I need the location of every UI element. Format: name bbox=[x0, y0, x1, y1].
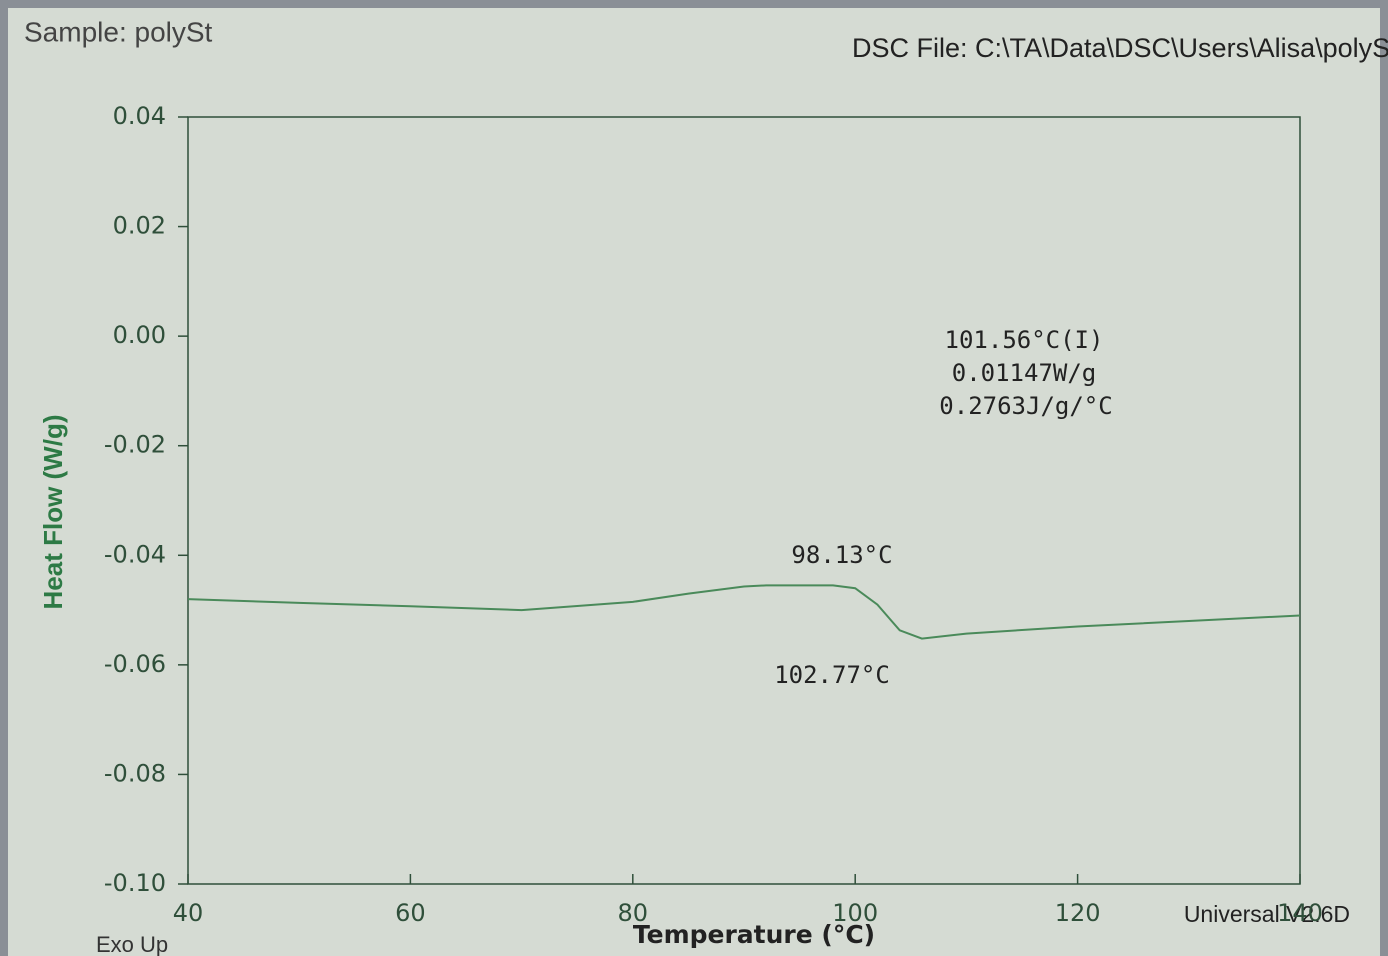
x-tick-label: 100 bbox=[832, 899, 878, 927]
y-tick-label: 0.02 bbox=[113, 212, 166, 240]
annotation: 102.77°C bbox=[774, 661, 890, 689]
chart-subtitle: DSC File: C:\TA\Data\DSC\Users\Alisa\pol… bbox=[852, 33, 1388, 63]
annotation: 0.01147W/g bbox=[952, 359, 1097, 387]
annotation: 0.2763J/g/°C bbox=[939, 392, 1112, 420]
y-tick-label: -0.06 bbox=[104, 650, 166, 678]
y-axis-label: Heat Flow (W/g) bbox=[38, 415, 68, 610]
y-tick-label: -0.04 bbox=[104, 540, 166, 568]
annotation: 101.56°C(I) bbox=[945, 326, 1104, 354]
y-tick-label: 0.00 bbox=[113, 321, 166, 349]
x-tick-label: 120 bbox=[1055, 899, 1101, 927]
y-tick-label: -0.08 bbox=[104, 759, 166, 787]
screen bbox=[8, 8, 1380, 956]
chart-title: Sample: polySt bbox=[24, 16, 213, 47]
x-tick-label: 80 bbox=[618, 899, 649, 927]
footer-left: Exo Up bbox=[96, 932, 168, 956]
page: Sample: polySt DSC File: C:\TA\Data\DSC\… bbox=[0, 0, 1388, 956]
footer-right: Universal V2.6D bbox=[1184, 901, 1350, 927]
x-tick-label: 40 bbox=[173, 899, 204, 927]
y-tick-label: -0.10 bbox=[104, 869, 166, 897]
y-tick-label: -0.02 bbox=[104, 431, 166, 459]
x-tick-label: 60 bbox=[395, 899, 426, 927]
y-tick-label: 0.04 bbox=[113, 102, 166, 130]
x-tick-label: 140 bbox=[1277, 899, 1323, 927]
chart: Sample: polySt DSC File: C:\TA\Data\DSC\… bbox=[0, 0, 1388, 956]
annotation: 98.13°C bbox=[791, 541, 892, 569]
